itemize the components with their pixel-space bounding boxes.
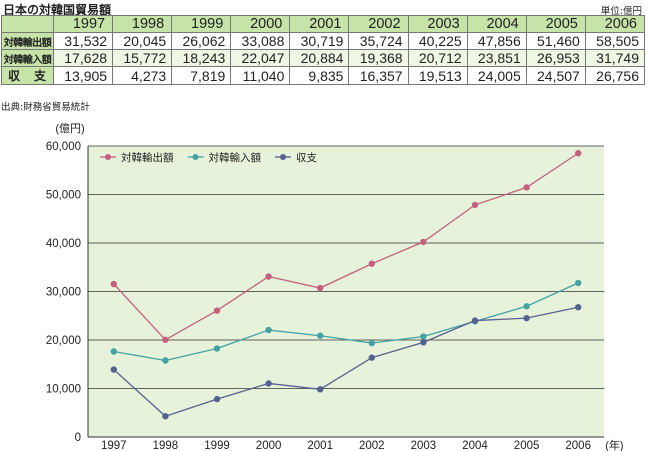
- table-cell: 26,756: [584, 66, 646, 85]
- data-point: [368, 354, 375, 361]
- year-header: 1997: [52, 15, 114, 33]
- x-axis-label: (年): [605, 438, 623, 451]
- table-cell: 7,819: [171, 66, 232, 85]
- x-tick-label: 2001: [307, 440, 333, 451]
- data-point: [575, 150, 582, 157]
- legend-swatch-marker: [192, 154, 199, 160]
- table-header-row: 1997 1998 1999 2000 2001 2002 2003 2004 …: [1, 15, 646, 33]
- x-tick-label: 2006: [565, 440, 591, 451]
- x-tick-label: 1999: [204, 440, 230, 451]
- data-point: [523, 184, 530, 191]
- data-point: [368, 260, 375, 267]
- table-cell: 26,953: [525, 49, 586, 67]
- series-line: [113, 152, 579, 341]
- row-label-balance: 収支: [1, 66, 54, 85]
- unit-label: 単位:億円: [600, 6, 642, 17]
- data-point: [420, 238, 427, 246]
- legend-label: 対韓輸出額: [121, 151, 174, 164]
- x-tick-label: 2000: [256, 440, 282, 451]
- data-point: [110, 366, 118, 373]
- y-tick-label: 0: [75, 432, 81, 444]
- year-header: 2004: [466, 15, 527, 33]
- year-header: 1998: [112, 15, 173, 33]
- legend-swatch-marker: [105, 154, 111, 160]
- data-point: [162, 336, 169, 343]
- table-cell: 9,835: [289, 66, 350, 85]
- year-header: 2000: [230, 15, 291, 33]
- legend-label: 対韓輸入額: [209, 151, 262, 164]
- table-cell: 24,507: [525, 66, 586, 85]
- data-point: [162, 357, 169, 364]
- data-point: [110, 348, 118, 355]
- table-cell: 40,225: [407, 32, 468, 50]
- data-point: [213, 307, 221, 314]
- data-point: [471, 317, 479, 324]
- data-point: [420, 339, 427, 346]
- data-point: [213, 395, 221, 403]
- x-tick-label: 2004: [462, 440, 488, 451]
- data-point: [317, 386, 324, 393]
- trade-table: 1997 1998 1999 2000 2001 2002 2003 2004 …: [1, 15, 646, 85]
- y-tick-label: 20,000: [46, 335, 81, 347]
- y-tick-label: 60,000: [46, 141, 81, 153]
- data-point: [162, 413, 169, 420]
- data-point: [368, 339, 375, 347]
- table-cell: 47,856: [466, 32, 527, 50]
- table-cell: 24,005: [466, 66, 527, 85]
- table-cell: 17,628: [52, 49, 114, 67]
- table-cell: 22,047: [230, 49, 291, 67]
- year-header: 2006: [584, 15, 646, 33]
- table-cell: 33,088: [230, 32, 291, 50]
- series-line: [113, 282, 579, 362]
- year-header: 2001: [289, 15, 350, 33]
- table-cell: 13,905: [52, 66, 114, 85]
- series-line: [113, 306, 579, 418]
- legend-swatch-marker: [280, 154, 286, 160]
- data-point: [265, 380, 272, 387]
- data-point: [575, 279, 582, 287]
- data-point: [110, 280, 118, 288]
- x-tick-label: 2005: [514, 440, 540, 451]
- y-tick-label: 50,000: [46, 190, 81, 202]
- table-cell: 58,505: [584, 32, 646, 50]
- table-cell: 20,712: [407, 49, 468, 67]
- x-tick-label: 2002: [359, 440, 385, 451]
- data-point: [523, 314, 530, 322]
- table-cell: 51,460: [525, 32, 586, 50]
- x-tick-label: 1998: [153, 440, 179, 451]
- x-tick-label: 2003: [411, 440, 437, 451]
- data-point: [575, 304, 582, 311]
- table-cell: 35,724: [348, 32, 409, 50]
- data-point: [317, 332, 324, 339]
- table-cell: 4,273: [112, 66, 173, 85]
- y-tick-label: 10,000: [46, 384, 81, 396]
- data-point: [523, 303, 530, 310]
- table-row-balance: 収支 13,905 4,273 7,819 11,040 9,835 16,35…: [1, 66, 646, 85]
- table-cell: 31,532: [52, 32, 114, 50]
- x-tick-label: 1997: [101, 440, 127, 451]
- data-point: [420, 333, 427, 340]
- y-axis-label: (億円): [55, 122, 84, 135]
- table-cell: 31,749: [584, 49, 646, 67]
- table-row-imports: 対韓輸入額 17,628 15,772 18,243 22,047 20,884…: [1, 49, 646, 67]
- table-row-exports: 対韓輸出額 31,532 20,045 26,062 33,088 30,719…: [1, 32, 646, 50]
- source-note: 出典:財務省貿易統計: [1, 102, 90, 113]
- y-tick-label: 40,000: [46, 238, 81, 250]
- legend-label: 収支: [296, 152, 317, 164]
- data-point: [265, 273, 272, 280]
- table-cell: 15,772: [112, 49, 173, 67]
- table-cell: 26,062: [171, 32, 232, 50]
- y-tick-label: 30,000: [46, 287, 81, 299]
- data-point: [317, 284, 324, 292]
- data-point: [213, 345, 221, 352]
- data-point: [265, 326, 272, 334]
- page-title: 日本の対韓国貿易額: [3, 3, 112, 17]
- data-point: [471, 201, 479, 209]
- table-cell: 11,040: [230, 66, 291, 85]
